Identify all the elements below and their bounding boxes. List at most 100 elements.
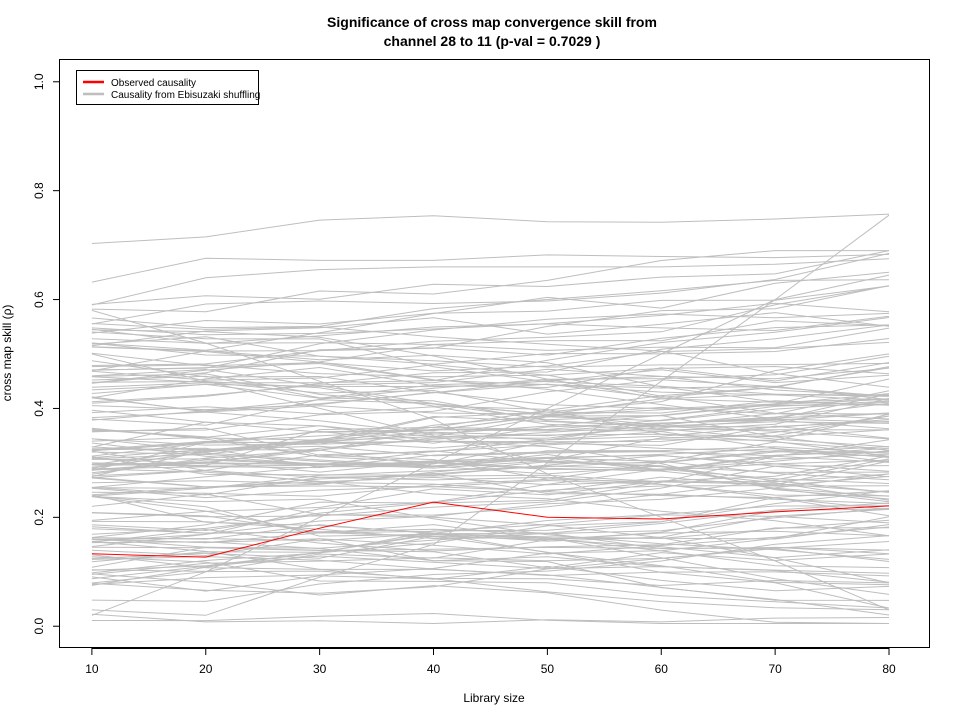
chart-title-line-2: channel 28 to 11 (p-val = 0.7029 ) (384, 33, 601, 49)
shuffled-series-line (91, 473, 890, 496)
shuffled-series-line (91, 250, 889, 313)
shuffled-series-line (91, 323, 890, 388)
shuffled-series-line (91, 409, 890, 500)
shuffled-series-line (91, 450, 890, 510)
shuffled-series-line (91, 250, 890, 305)
shuffled-series-line (91, 279, 890, 329)
shuffled-series-line (91, 309, 890, 611)
y-tick-label: 0.2 (32, 509, 46, 526)
shuffled-series-line (91, 258, 890, 306)
shuffled-series-line (91, 346, 890, 423)
shuffled-series-line (91, 402, 890, 471)
shuffled-series-line (91, 375, 890, 440)
shuffled-series-line (91, 336, 890, 368)
x-axis: 10 20 30 40 50 60 70 80 (85, 648, 896, 676)
shuffled-series-line (91, 494, 890, 586)
shuffled-series-line (91, 465, 890, 518)
shuffled-series-line (91, 362, 890, 401)
shuffled-series-line (91, 535, 890, 602)
x-tick-label: 50 (541, 662, 555, 676)
shuffled-series-line (91, 353, 890, 464)
shuffled-series-line (91, 538, 890, 616)
shuffled-series-line (91, 320, 890, 346)
x-tick-label: 70 (768, 662, 782, 676)
shuffled-series-line (91, 447, 890, 478)
y-axis-label: cross map skill (ρ) (0, 305, 14, 402)
shuffled-series-line (91, 253, 890, 283)
shuffled-series-line (91, 406, 890, 431)
shuffled-series-line (91, 312, 890, 371)
shuffled-series-line (91, 331, 890, 396)
shuffled-series-line (91, 541, 890, 601)
shuffled-series-line (91, 448, 890, 488)
x-tick-label: 20 (199, 662, 213, 676)
shuffled-series-line (91, 548, 890, 575)
shuffled-series-line (91, 421, 890, 465)
y-tick-label: 0.6 (32, 291, 46, 308)
shuffled-series-line (91, 458, 890, 535)
shuffled-series-line (91, 285, 890, 366)
shuffled-series-line (91, 393, 890, 477)
shuffled-series-line (91, 526, 890, 551)
shuffled-series-line (91, 285, 890, 334)
shuffled-series-line (91, 502, 890, 568)
legend-label-shuffled: Causality from Ebisuzaki shuffling (111, 90, 260, 101)
x-tick-label: 40 (427, 662, 441, 676)
shuffled-series-line (91, 393, 890, 415)
shuffled-series-line (91, 271, 890, 351)
shuffled-series-group (91, 213, 890, 625)
shuffled-series-line (91, 490, 890, 571)
shuffled-series-line (91, 346, 890, 406)
shuffled-series-line (91, 514, 890, 544)
shuffled-series-line (91, 439, 890, 538)
shuffled-series-line (91, 490, 890, 574)
y-axis: 0.0 0.2 0.4 0.6 0.8 1.0 (32, 73, 60, 635)
shuffled-series-line (91, 367, 890, 432)
shuffled-series-line (91, 364, 890, 415)
observed-series-line (91, 501, 890, 558)
chart-title-line-1: Significance of cross map convergence sk… (327, 14, 657, 30)
y-tick-label: 0.0 (32, 618, 46, 635)
shuffled-series-line (91, 412, 890, 475)
legend-label-observed: Observed causality (111, 78, 196, 89)
shuffled-series-line (91, 391, 890, 411)
shuffled-series-line (91, 455, 890, 521)
legend: Observed causality Causality from Ebisuz… (76, 70, 260, 105)
shuffled-series-line (91, 512, 890, 609)
shuffled-series-line (91, 329, 890, 403)
shuffled-series-line (91, 450, 890, 470)
shuffled-series-line (91, 476, 890, 497)
shuffled-series-line (91, 214, 890, 616)
x-tick-label: 60 (655, 662, 669, 676)
shuffled-series-line (91, 317, 890, 388)
shuffled-series-line (91, 455, 890, 476)
shuffled-series-line (91, 556, 890, 609)
shuffled-series-line (91, 427, 890, 501)
shuffled-series-line (91, 383, 890, 401)
y-tick-label: 0.4 (32, 400, 46, 417)
shuffled-series-line (91, 327, 890, 384)
shuffled-series-line (91, 419, 890, 478)
observed-series-group (91, 501, 890, 558)
shuffled-series-line (91, 415, 890, 471)
legend-box (76, 70, 259, 105)
shuffled-series-line (91, 496, 890, 560)
shuffled-series-line (91, 448, 890, 472)
shuffled-series-line (91, 213, 890, 244)
shuffled-series-line (91, 573, 890, 624)
shuffled-series-line (91, 496, 890, 559)
shuffled-series-line (91, 575, 890, 611)
shuffled-series-line (91, 341, 890, 372)
shuffled-series-line (91, 493, 890, 584)
shuffled-series-line (91, 427, 890, 493)
shuffled-series-line (91, 324, 890, 404)
shuffled-series-line (91, 612, 889, 624)
y-tick-label: 0.8 (32, 182, 46, 199)
shuffled-series-line (91, 312, 890, 347)
shuffled-series-line (91, 458, 890, 473)
shuffled-series-line (91, 441, 890, 489)
shuffled-series-line (91, 469, 890, 517)
x-tick-label: 80 (882, 662, 896, 676)
shuffled-series-line (91, 353, 890, 457)
